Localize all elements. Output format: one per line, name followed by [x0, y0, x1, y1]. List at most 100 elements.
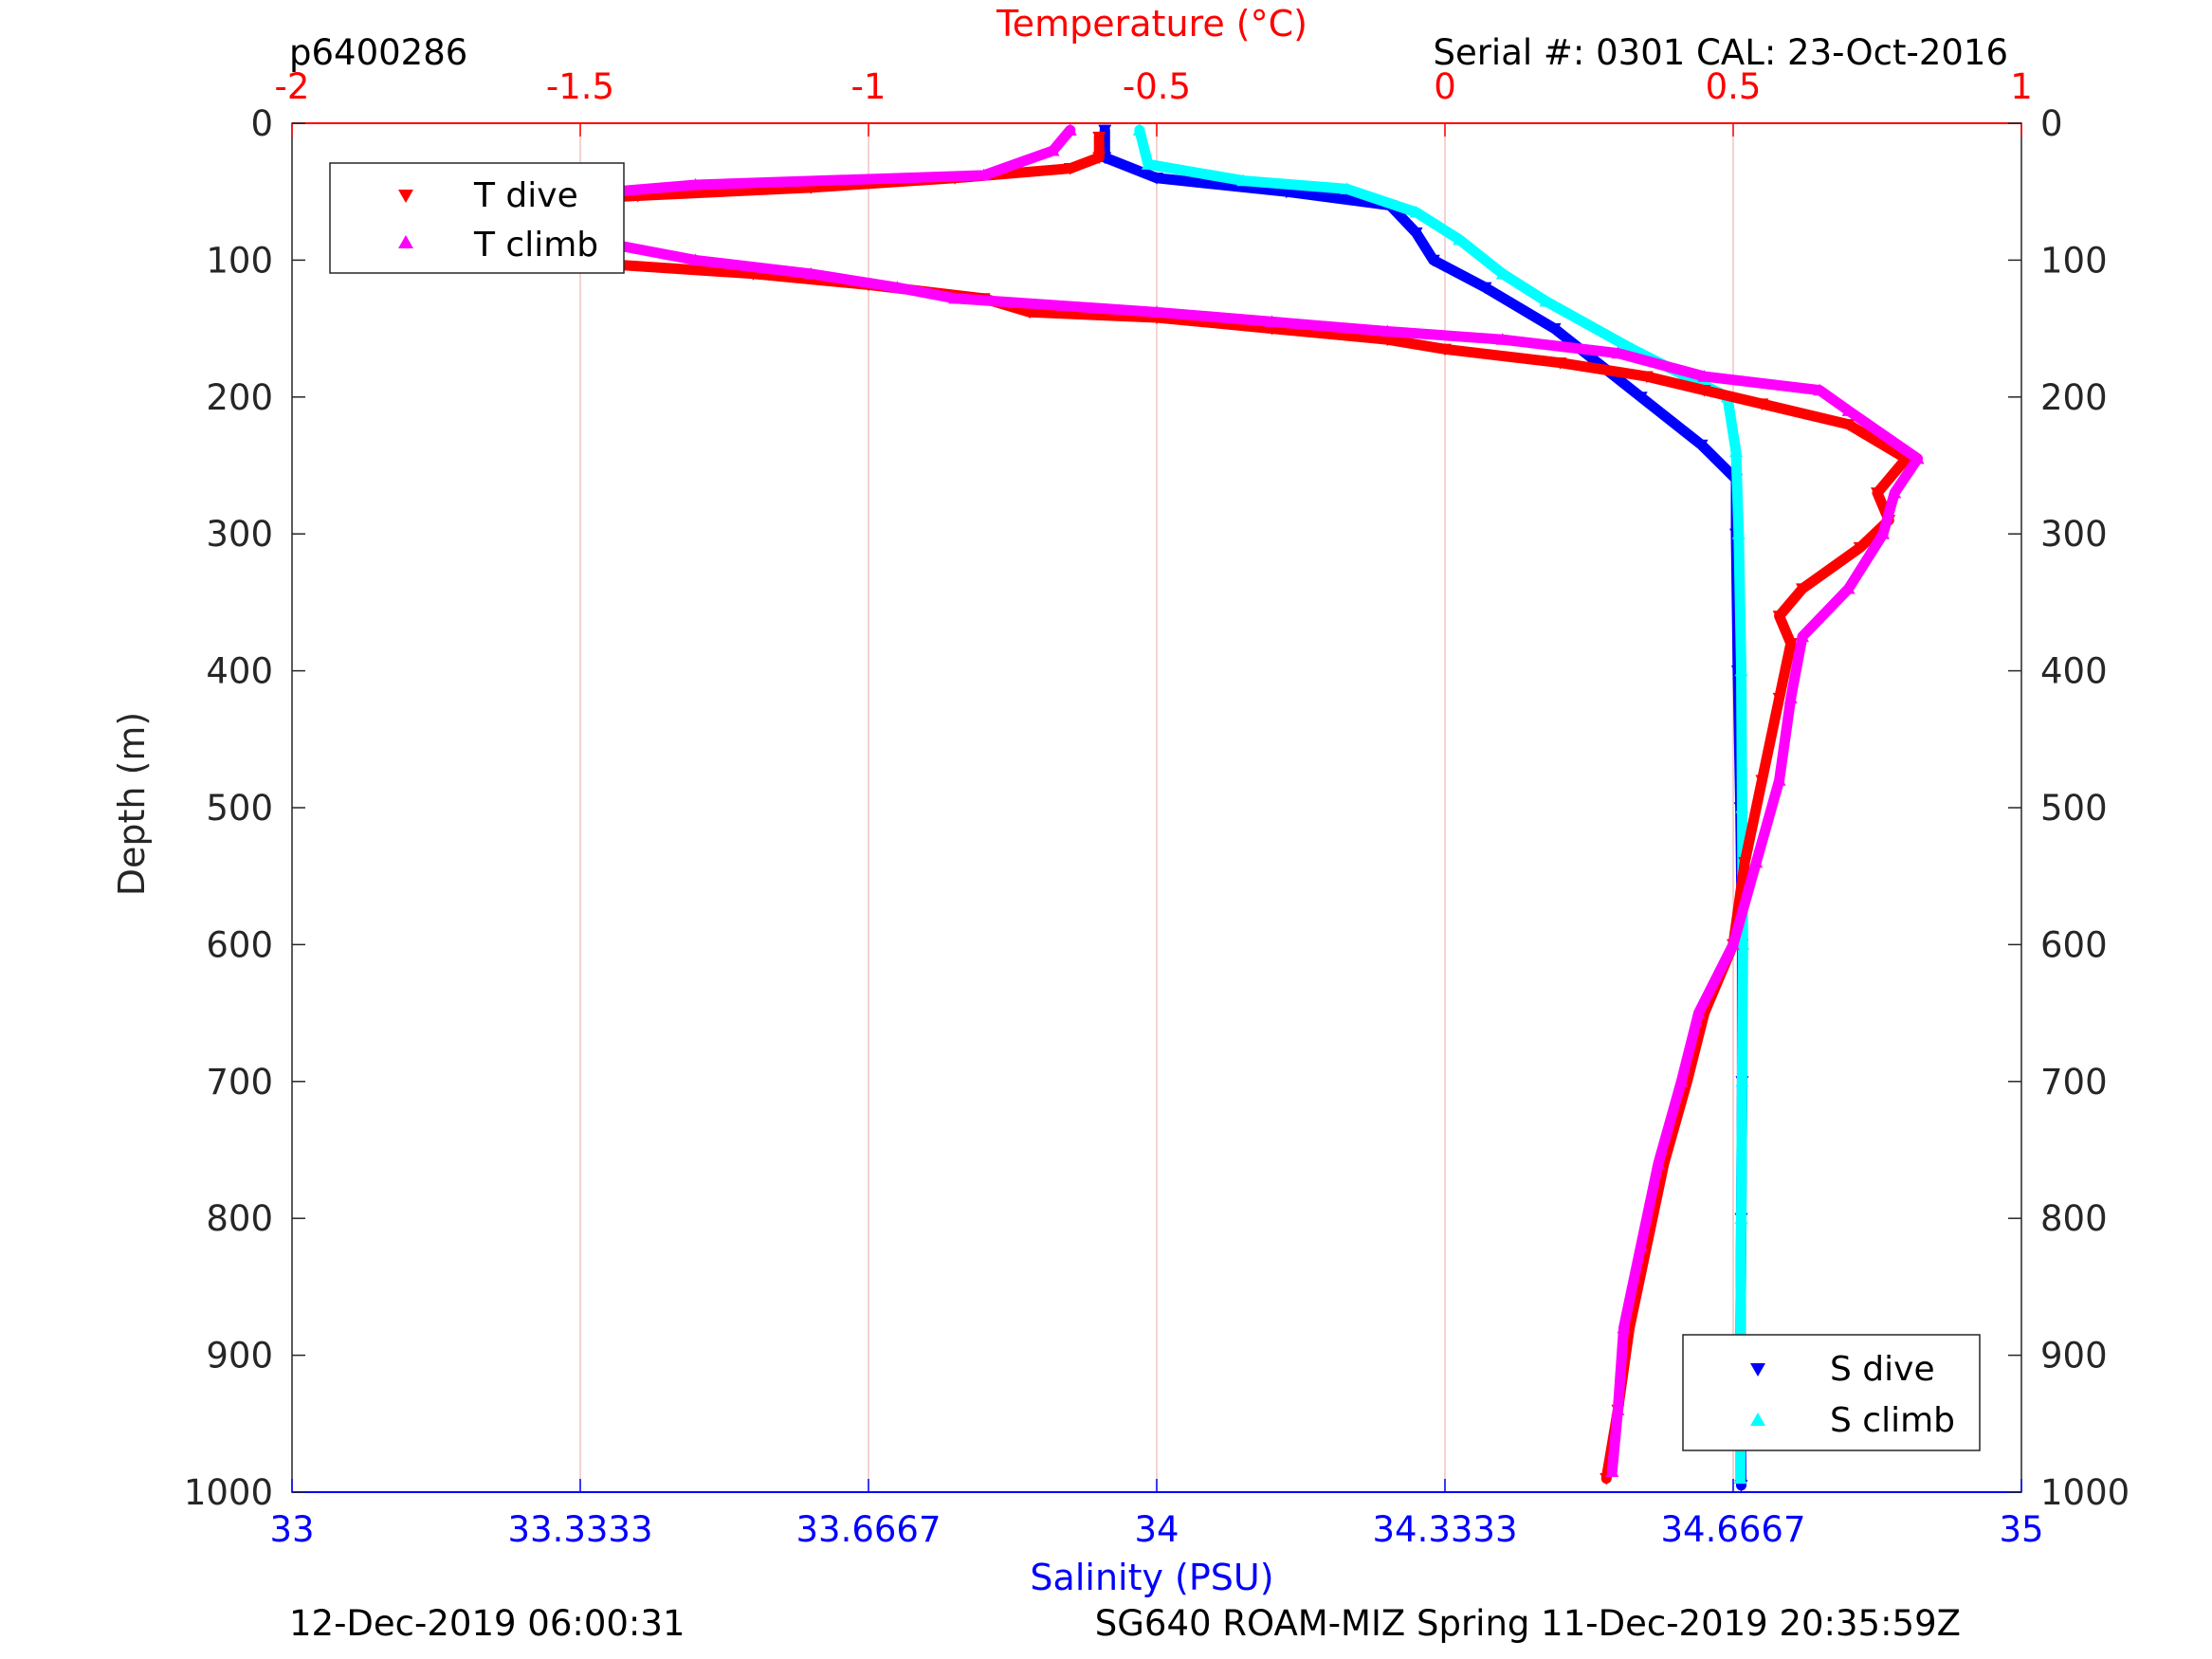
data-point — [1783, 691, 1798, 704]
depth-tick-label-left: 1000 — [184, 1472, 273, 1513]
depth-tick-label-right: 500 — [2040, 788, 2108, 829]
depth-tick-label-left: 100 — [206, 240, 273, 281]
data-point — [1772, 692, 1786, 705]
data-point — [1738, 857, 1752, 869]
temperature-tick-label: -0.5 — [1123, 66, 1191, 107]
data-point — [890, 281, 905, 293]
temperature-tick-label: 0.5 — [1706, 66, 1762, 107]
data-point — [1694, 439, 1709, 452]
depth-tick-label-left: 400 — [206, 651, 273, 692]
data-point — [1478, 282, 1492, 295]
salinity-legend: S dive S climb — [1682, 1334, 1981, 1451]
axis-ticks: -2 -1.5 -1 -0.5 0 0.5 1 33 33.3333 33.6667 34 34.33… — [184, 66, 2130, 1550]
depth-tick-label-right: 300 — [2040, 514, 2108, 555]
salinity-tick-label: 35 — [1999, 1509, 2043, 1550]
data-point — [1639, 371, 1654, 384]
data-point — [1265, 315, 1279, 327]
depth-tick-label-right: 900 — [2040, 1336, 2108, 1376]
t-climb-legend-marker — [398, 235, 413, 248]
temperature-tick-label: -1.5 — [546, 66, 614, 107]
data-point — [1795, 583, 1809, 595]
t-dive-legend-marker — [398, 190, 413, 203]
depth-tick-label-left: 300 — [206, 514, 273, 555]
temperature-tick-label: -1 — [851, 66, 887, 107]
depth-tick-label-right: 1000 — [2040, 1472, 2130, 1513]
data-point — [1735, 801, 1749, 813]
data-point — [1380, 334, 1395, 347]
data-point — [1876, 527, 1891, 539]
data-point — [1046, 143, 1060, 156]
depth-tick-label-right: 100 — [2040, 240, 2108, 281]
data-point — [1150, 305, 1163, 318]
data-point — [1734, 1212, 1748, 1224]
data-point — [1426, 254, 1440, 267]
s-dive-legend-label: S dive — [1830, 1350, 1935, 1389]
temperature-axis-title: Temperature (°C) — [996, 3, 1307, 45]
depth-tick-label-right: 800 — [2040, 1198, 2108, 1239]
salinity-axis-title: Salinity (PSU) — [1030, 1557, 1273, 1598]
depth-tick-label-right: 200 — [2040, 377, 2108, 418]
data-point — [1553, 357, 1567, 370]
data-point — [1783, 638, 1798, 650]
data-point — [1735, 1074, 1749, 1087]
data-point — [1539, 294, 1553, 307]
depth-tick-label-left: 800 — [206, 1198, 273, 1239]
data-point — [1380, 324, 1395, 337]
data-point — [1236, 173, 1251, 187]
depth-tick-label-right: 600 — [2040, 924, 2108, 965]
salinity-tick-label: 33 — [269, 1509, 314, 1550]
salinity-tick-label: 34 — [1134, 1509, 1179, 1550]
data-point — [1736, 938, 1750, 950]
data-point — [1841, 404, 1856, 416]
data-point — [1853, 542, 1867, 555]
depth-tick-label-left: 200 — [206, 377, 273, 418]
data-point — [688, 177, 703, 191]
temperature-tick-label: -2 — [275, 66, 310, 107]
data-point — [1340, 182, 1354, 194]
data-point — [1605, 1465, 1619, 1477]
footer-timestamp: 12-Dec-2019 06:00:31 — [289, 1603, 685, 1644]
data-point — [1813, 383, 1827, 396]
temperature-legend: T dive T climb — [329, 162, 625, 274]
salinity-tick-label: 33.3333 — [507, 1509, 652, 1550]
data-point — [1453, 232, 1467, 246]
data-point — [1611, 1403, 1625, 1415]
data-point — [1841, 581, 1856, 594]
data-point — [1150, 173, 1163, 185]
data-point — [1063, 163, 1077, 175]
serial-cal-label: Serial #: 0301 CAL: 23-Oct-2016 — [1433, 32, 2008, 73]
salinity-tick-label: 34.3333 — [1372, 1509, 1517, 1550]
data-point — [1092, 131, 1106, 144]
data-point — [688, 253, 703, 265]
data-point — [1141, 157, 1155, 170]
data-point — [1132, 123, 1146, 136]
depth-tick-label-left: 600 — [206, 924, 273, 965]
data-point — [1749, 855, 1764, 868]
temperature-tick-label: 1 — [2010, 66, 2033, 107]
data-point — [1795, 629, 1809, 643]
data-point — [1841, 419, 1856, 431]
data-point — [1651, 1157, 1665, 1170]
data-point — [1547, 323, 1562, 336]
salinity-tick-label: 34.6667 — [1660, 1509, 1805, 1550]
data-point — [1495, 266, 1509, 280]
depth-tick-label-right: 400 — [2040, 651, 2108, 692]
data-point — [1910, 451, 1925, 465]
temperature-tick-label: 0 — [1434, 66, 1456, 107]
s-dive-legend-marker — [1750, 1363, 1765, 1376]
data-point — [1495, 333, 1509, 345]
depth-axis-title: Depth (m) — [111, 712, 153, 897]
salinity-legend-box — [1682, 1334, 1981, 1451]
data-point — [1697, 370, 1711, 382]
data-point — [1617, 1321, 1631, 1334]
t-climb-legend-label: T climb — [473, 226, 598, 264]
profile-id: p6400286 — [289, 32, 467, 73]
data-point — [1611, 346, 1625, 359]
data-point — [1691, 1006, 1706, 1019]
data-point — [1772, 774, 1786, 786]
depth-tick-label-right: 700 — [2040, 1062, 2108, 1103]
data-point — [1727, 938, 1740, 950]
data-point — [1888, 485, 1902, 499]
data-point — [1409, 227, 1423, 240]
data-point — [1755, 775, 1769, 788]
